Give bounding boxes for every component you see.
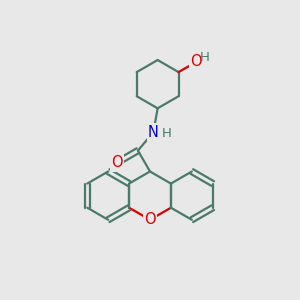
- Text: O: O: [190, 54, 202, 69]
- Text: O: O: [111, 155, 123, 170]
- Text: H: H: [200, 51, 209, 64]
- Text: H: H: [162, 128, 172, 140]
- Text: O: O: [144, 212, 156, 227]
- Text: N: N: [148, 124, 159, 140]
